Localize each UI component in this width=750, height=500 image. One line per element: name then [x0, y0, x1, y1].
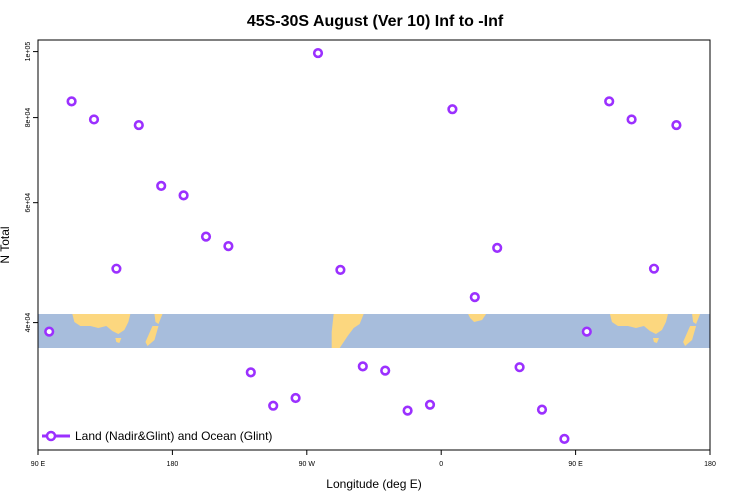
data-point [559, 433, 570, 444]
map-land-new-zealand-south [683, 326, 697, 346]
x-tick-label: 90 W [299, 461, 316, 468]
data-point [380, 365, 391, 376]
map-land-new-zealand-south [145, 326, 159, 346]
data-points [44, 47, 682, 444]
x-axis-label: Longitude (deg E) [326, 477, 421, 491]
data-point [111, 263, 122, 274]
data-point [290, 392, 301, 404]
x-tick-label: 180 [704, 461, 716, 468]
data-point [581, 326, 592, 337]
data-point [133, 119, 144, 131]
plot-frame [37, 39, 711, 451]
y-axis-label: N Total [0, 226, 12, 263]
map-land-south-america [331, 314, 364, 348]
map-land-australia [72, 314, 131, 334]
legend: Land (Nadir&Glint) and Ocean (Glint) [42, 429, 272, 443]
map-land-new-zealand-north [154, 314, 163, 324]
y-tick-label: 4e+04 [25, 313, 32, 333]
legend-label: Land (Nadir&Glint) and Ocean (Glint) [75, 429, 272, 443]
data-point [626, 114, 637, 125]
data-point [312, 47, 324, 59]
x-tick-label: 90 E [31, 461, 46, 468]
y-axis: 4e+04 6e+04 8e+04 1e+05 [25, 42, 38, 333]
legend-marker-swatch [45, 430, 57, 442]
data-point [268, 400, 279, 411]
data-point [178, 190, 189, 201]
x-axis: 90 E 180 90 W 0 90 E 180 [31, 450, 716, 468]
data-point [402, 405, 413, 416]
map-land-tasmania [652, 338, 659, 343]
data-point [671, 119, 682, 131]
data-point [66, 96, 77, 107]
y-tick-label: 8e+04 [25, 108, 32, 128]
map-land-south-africa [468, 314, 487, 322]
data-point [223, 241, 234, 252]
data-point [514, 362, 525, 373]
data-point [492, 242, 503, 253]
data-point [469, 292, 480, 303]
y-tick-label: 1e+05 [25, 42, 32, 62]
map-ocean [38, 314, 710, 348]
data-point [245, 367, 256, 378]
map-land-australia [609, 314, 668, 334]
data-point [447, 104, 458, 115]
data-point [156, 180, 167, 192]
y-tick-label: 6e+04 [25, 193, 32, 213]
data-point [88, 114, 100, 125]
map-land-new-zealand-north [692, 314, 701, 324]
data-point [357, 361, 368, 372]
data-point [335, 264, 346, 276]
data-point [536, 404, 548, 415]
world-map-strip [38, 314, 710, 348]
data-point [424, 399, 436, 410]
chart-title: 45S-30S August (Ver 10) Inf to -Inf [247, 13, 504, 30]
data-point [200, 231, 212, 242]
data-point [648, 263, 660, 274]
x-tick-label: 180 [167, 461, 179, 468]
data-point [44, 326, 55, 337]
x-tick-label: 90 E [568, 461, 583, 468]
x-tick-label: 0 [439, 461, 443, 468]
map-land-tasmania [115, 338, 122, 343]
data-point [604, 96, 615, 107]
